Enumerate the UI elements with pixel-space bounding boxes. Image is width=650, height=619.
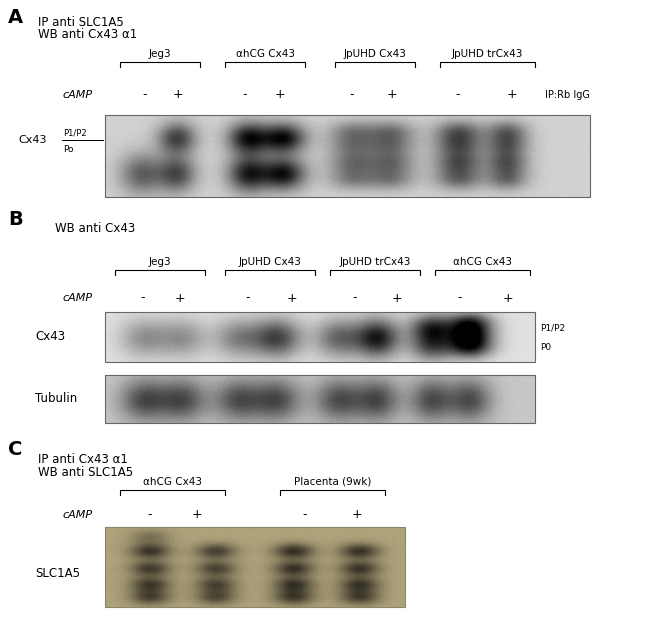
Bar bbox=[105, 527, 405, 607]
Text: Jeg3: Jeg3 bbox=[149, 49, 172, 59]
Text: IP anti SLC1A5: IP anti SLC1A5 bbox=[38, 16, 124, 29]
Text: -: - bbox=[141, 292, 145, 305]
Text: +: + bbox=[502, 292, 514, 305]
Text: αhCG Cx43: αhCG Cx43 bbox=[143, 477, 202, 487]
Text: Tubulin: Tubulin bbox=[35, 392, 77, 405]
Text: WB anti Cx43 α1: WB anti Cx43 α1 bbox=[38, 28, 137, 41]
Text: +: + bbox=[352, 508, 362, 521]
Text: cAMP: cAMP bbox=[62, 510, 92, 520]
Text: +: + bbox=[387, 89, 397, 102]
Bar bbox=[105, 375, 535, 423]
Text: -: - bbox=[350, 89, 354, 102]
Text: αhCG Cx43: αhCG Cx43 bbox=[235, 49, 294, 59]
Text: -: - bbox=[456, 89, 460, 102]
Text: IP:Rb IgG: IP:Rb IgG bbox=[545, 90, 590, 100]
Text: cAMP: cAMP bbox=[62, 293, 92, 303]
Text: -: - bbox=[246, 292, 250, 305]
Text: +: + bbox=[173, 89, 183, 102]
Text: Placenta (9wk): Placenta (9wk) bbox=[294, 477, 371, 487]
Text: +: + bbox=[192, 508, 202, 521]
Text: WB anti Cx43: WB anti Cx43 bbox=[55, 222, 135, 235]
Text: +: + bbox=[392, 292, 402, 305]
Text: JpUHD Cx43: JpUHD Cx43 bbox=[344, 49, 406, 59]
Text: -: - bbox=[242, 89, 247, 102]
Text: Cx43: Cx43 bbox=[35, 331, 65, 344]
Text: +: + bbox=[275, 89, 285, 102]
Text: JpUHD trCx43: JpUHD trCx43 bbox=[452, 49, 523, 59]
Text: B: B bbox=[8, 210, 23, 229]
Text: C: C bbox=[8, 440, 22, 459]
Text: P1/P2: P1/P2 bbox=[540, 324, 565, 332]
Text: P1/P2: P1/P2 bbox=[63, 129, 86, 137]
Text: +: + bbox=[287, 292, 297, 305]
Bar bbox=[105, 312, 535, 362]
Text: -: - bbox=[458, 292, 462, 305]
Text: JpUHD Cx43: JpUHD Cx43 bbox=[239, 257, 302, 267]
Text: P0: P0 bbox=[540, 344, 551, 352]
Text: -: - bbox=[143, 89, 148, 102]
Text: Po: Po bbox=[63, 145, 73, 155]
Text: -: - bbox=[148, 508, 152, 521]
Bar bbox=[105, 115, 590, 197]
Text: IP anti Cx43 α1: IP anti Cx43 α1 bbox=[38, 453, 128, 466]
Text: +: + bbox=[175, 292, 185, 305]
Text: -: - bbox=[303, 508, 307, 521]
Text: JpUHD trCx43: JpUHD trCx43 bbox=[339, 257, 411, 267]
Text: +: + bbox=[507, 89, 517, 102]
Text: A: A bbox=[8, 8, 23, 27]
Text: Cx43: Cx43 bbox=[18, 135, 47, 145]
Text: cAMP: cAMP bbox=[62, 90, 92, 100]
Text: αhCG Cx43: αhCG Cx43 bbox=[453, 257, 512, 267]
Text: Jeg3: Jeg3 bbox=[149, 257, 172, 267]
Text: WB anti SLC1A5: WB anti SLC1A5 bbox=[38, 466, 133, 479]
Text: SLC1A5: SLC1A5 bbox=[35, 567, 80, 580]
Text: -: - bbox=[353, 292, 358, 305]
